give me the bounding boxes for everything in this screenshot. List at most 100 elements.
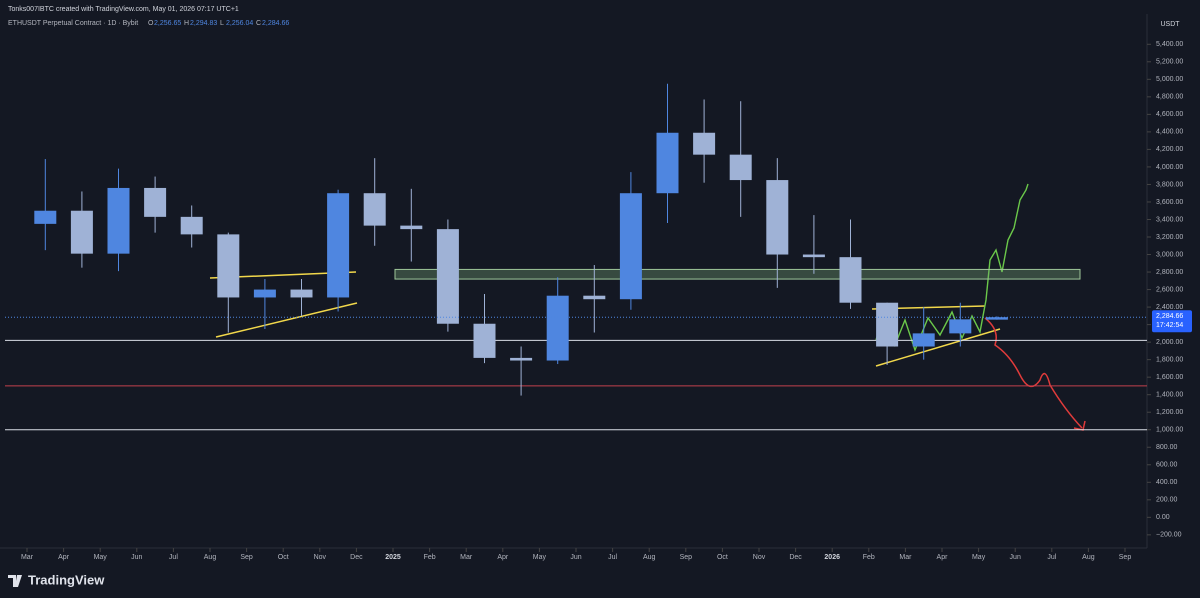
- x-tick-label: Nov: [314, 554, 327, 561]
- candle-body: [290, 289, 313, 298]
- x-tick-label: Sep: [1119, 554, 1132, 561]
- last-price-label: 2,284.66: [1156, 313, 1183, 320]
- ohlc-label: H: [184, 20, 189, 27]
- candle-body: [802, 254, 825, 258]
- attribution: Tonks007IBTC created with TradingView.co…: [8, 6, 239, 13]
- x-tick-label: Jun: [570, 554, 581, 561]
- x-tick-label: Sep: [680, 554, 693, 561]
- x-tick-label: 2026: [824, 554, 840, 561]
- x-tick-label: Jul: [608, 554, 617, 561]
- x-tick-label: Apr: [58, 554, 70, 561]
- x-tick-label: Feb: [863, 554, 875, 561]
- candle-body: [985, 317, 1008, 320]
- x-tick-label: Jul: [169, 554, 178, 561]
- y-tick-label: 3,800.00: [1156, 181, 1183, 188]
- y-tick-label: 4,400.00: [1156, 129, 1183, 136]
- candle-body: [473, 323, 496, 358]
- y-tick-label: 0.00: [1156, 514, 1170, 521]
- y-tick-label: 2,800.00: [1156, 269, 1183, 276]
- ohlc-value: 2,284.66: [262, 20, 289, 27]
- y-tick-label: 4,200.00: [1156, 146, 1183, 153]
- ohlc-label: O: [148, 20, 154, 27]
- y-tick-label: 400.00: [1156, 479, 1178, 486]
- y-tick-label: 3,200.00: [1156, 234, 1183, 241]
- y-tick-label: 2,400.00: [1156, 304, 1183, 311]
- y-tick-label: 2,600.00: [1156, 286, 1183, 293]
- y-tick-label: 200.00: [1156, 497, 1178, 504]
- x-tick-label: Mar: [899, 554, 912, 561]
- candle-body: [583, 295, 606, 300]
- y-tick-label: 3,400.00: [1156, 216, 1183, 223]
- y-tick-label: 600.00: [1156, 462, 1178, 469]
- candle-body: [253, 289, 276, 298]
- candle-body: [144, 187, 167, 217]
- candle-body: [180, 216, 203, 235]
- x-tick-label: Aug: [643, 554, 656, 561]
- candle-body: [400, 225, 423, 230]
- x-tick-label: Nov: [753, 554, 766, 561]
- x-tick-label: Sep: [240, 554, 253, 561]
- y-tick-label: 5,000.00: [1156, 76, 1183, 83]
- ohlc-label: C: [256, 20, 261, 27]
- y-tick-label: −200.00: [1156, 532, 1182, 539]
- symbol: ETHUSDT Perpetual Contract · 1D · Bybit: [8, 20, 138, 27]
- x-tick-label: May: [533, 554, 547, 561]
- candle-body: [70, 210, 93, 254]
- y-tick-label: 1,400.00: [1156, 392, 1183, 399]
- triangle-line: [215, 302, 358, 338]
- y-tick-label: 5,200.00: [1156, 59, 1183, 66]
- ohlc-value: 2,294.83: [190, 20, 217, 27]
- zone: [394, 268, 1081, 280]
- candle-body: [729, 154, 752, 181]
- y-tick-label: 800.00: [1156, 444, 1178, 451]
- y-tick-label: 1,200.00: [1156, 409, 1183, 416]
- x-tick-label: May: [94, 554, 108, 561]
- y-tick-label: 1,800.00: [1156, 356, 1183, 363]
- y-tick-label: 3,600.00: [1156, 199, 1183, 206]
- candle-body: [693, 132, 716, 155]
- candle-body: [656, 132, 679, 194]
- y-tick-label: 4,000.00: [1156, 164, 1183, 171]
- candle-body: [949, 319, 972, 334]
- countdown: 17:42:54: [1156, 322, 1183, 329]
- candle-body: [327, 193, 350, 298]
- y-tick-label: 4,600.00: [1156, 111, 1183, 118]
- ohlc-value: 2,256.65: [154, 20, 181, 27]
- ohlc-value: 2,256.04: [226, 20, 253, 27]
- brand: TradingView: [28, 572, 105, 587]
- x-tick-label: Aug: [1082, 554, 1095, 561]
- x-tick-label: 2025: [385, 554, 401, 561]
- y-tick-label: 4,800.00: [1156, 94, 1183, 101]
- x-tick-label: Apr: [497, 554, 509, 561]
- x-tick-label: Aug: [204, 554, 217, 561]
- candle-body: [619, 193, 642, 300]
- brand-logo: [8, 575, 22, 587]
- last-price-box: [1152, 310, 1192, 333]
- x-tick-label: Oct: [278, 554, 289, 561]
- candle-body: [876, 302, 899, 347]
- y-tick-label: 5,400.00: [1156, 41, 1183, 48]
- currency: USDT: [1160, 21, 1180, 28]
- candle-body: [363, 193, 386, 226]
- x-tick-label: Oct: [717, 554, 728, 561]
- y-tick-label: 3,000.00: [1156, 251, 1183, 258]
- x-tick-label: Feb: [424, 554, 436, 561]
- y-tick-label: 2,000.00: [1156, 339, 1183, 346]
- x-tick-label: Dec: [350, 554, 363, 561]
- candle-body: [912, 333, 935, 347]
- x-tick-label: Dec: [789, 554, 802, 561]
- candle-body: [107, 187, 130, 254]
- x-tick-label: Jun: [1010, 554, 1021, 561]
- candle-body: [839, 257, 862, 303]
- candle-body: [766, 180, 789, 255]
- candle-body: [546, 295, 569, 361]
- candle-body: [510, 357, 533, 361]
- ohlc-label: L: [220, 20, 224, 27]
- candle-body: [436, 229, 459, 324]
- candle-body: [217, 234, 240, 298]
- projection-up: [875, 183, 1029, 353]
- x-tick-label: Mar: [21, 554, 34, 561]
- x-tick-label: Jun: [131, 554, 142, 561]
- ohlc-header: O 2,256.65 H 2,294.83 L 2,256.04 C 2,284.66: [148, 20, 289, 27]
